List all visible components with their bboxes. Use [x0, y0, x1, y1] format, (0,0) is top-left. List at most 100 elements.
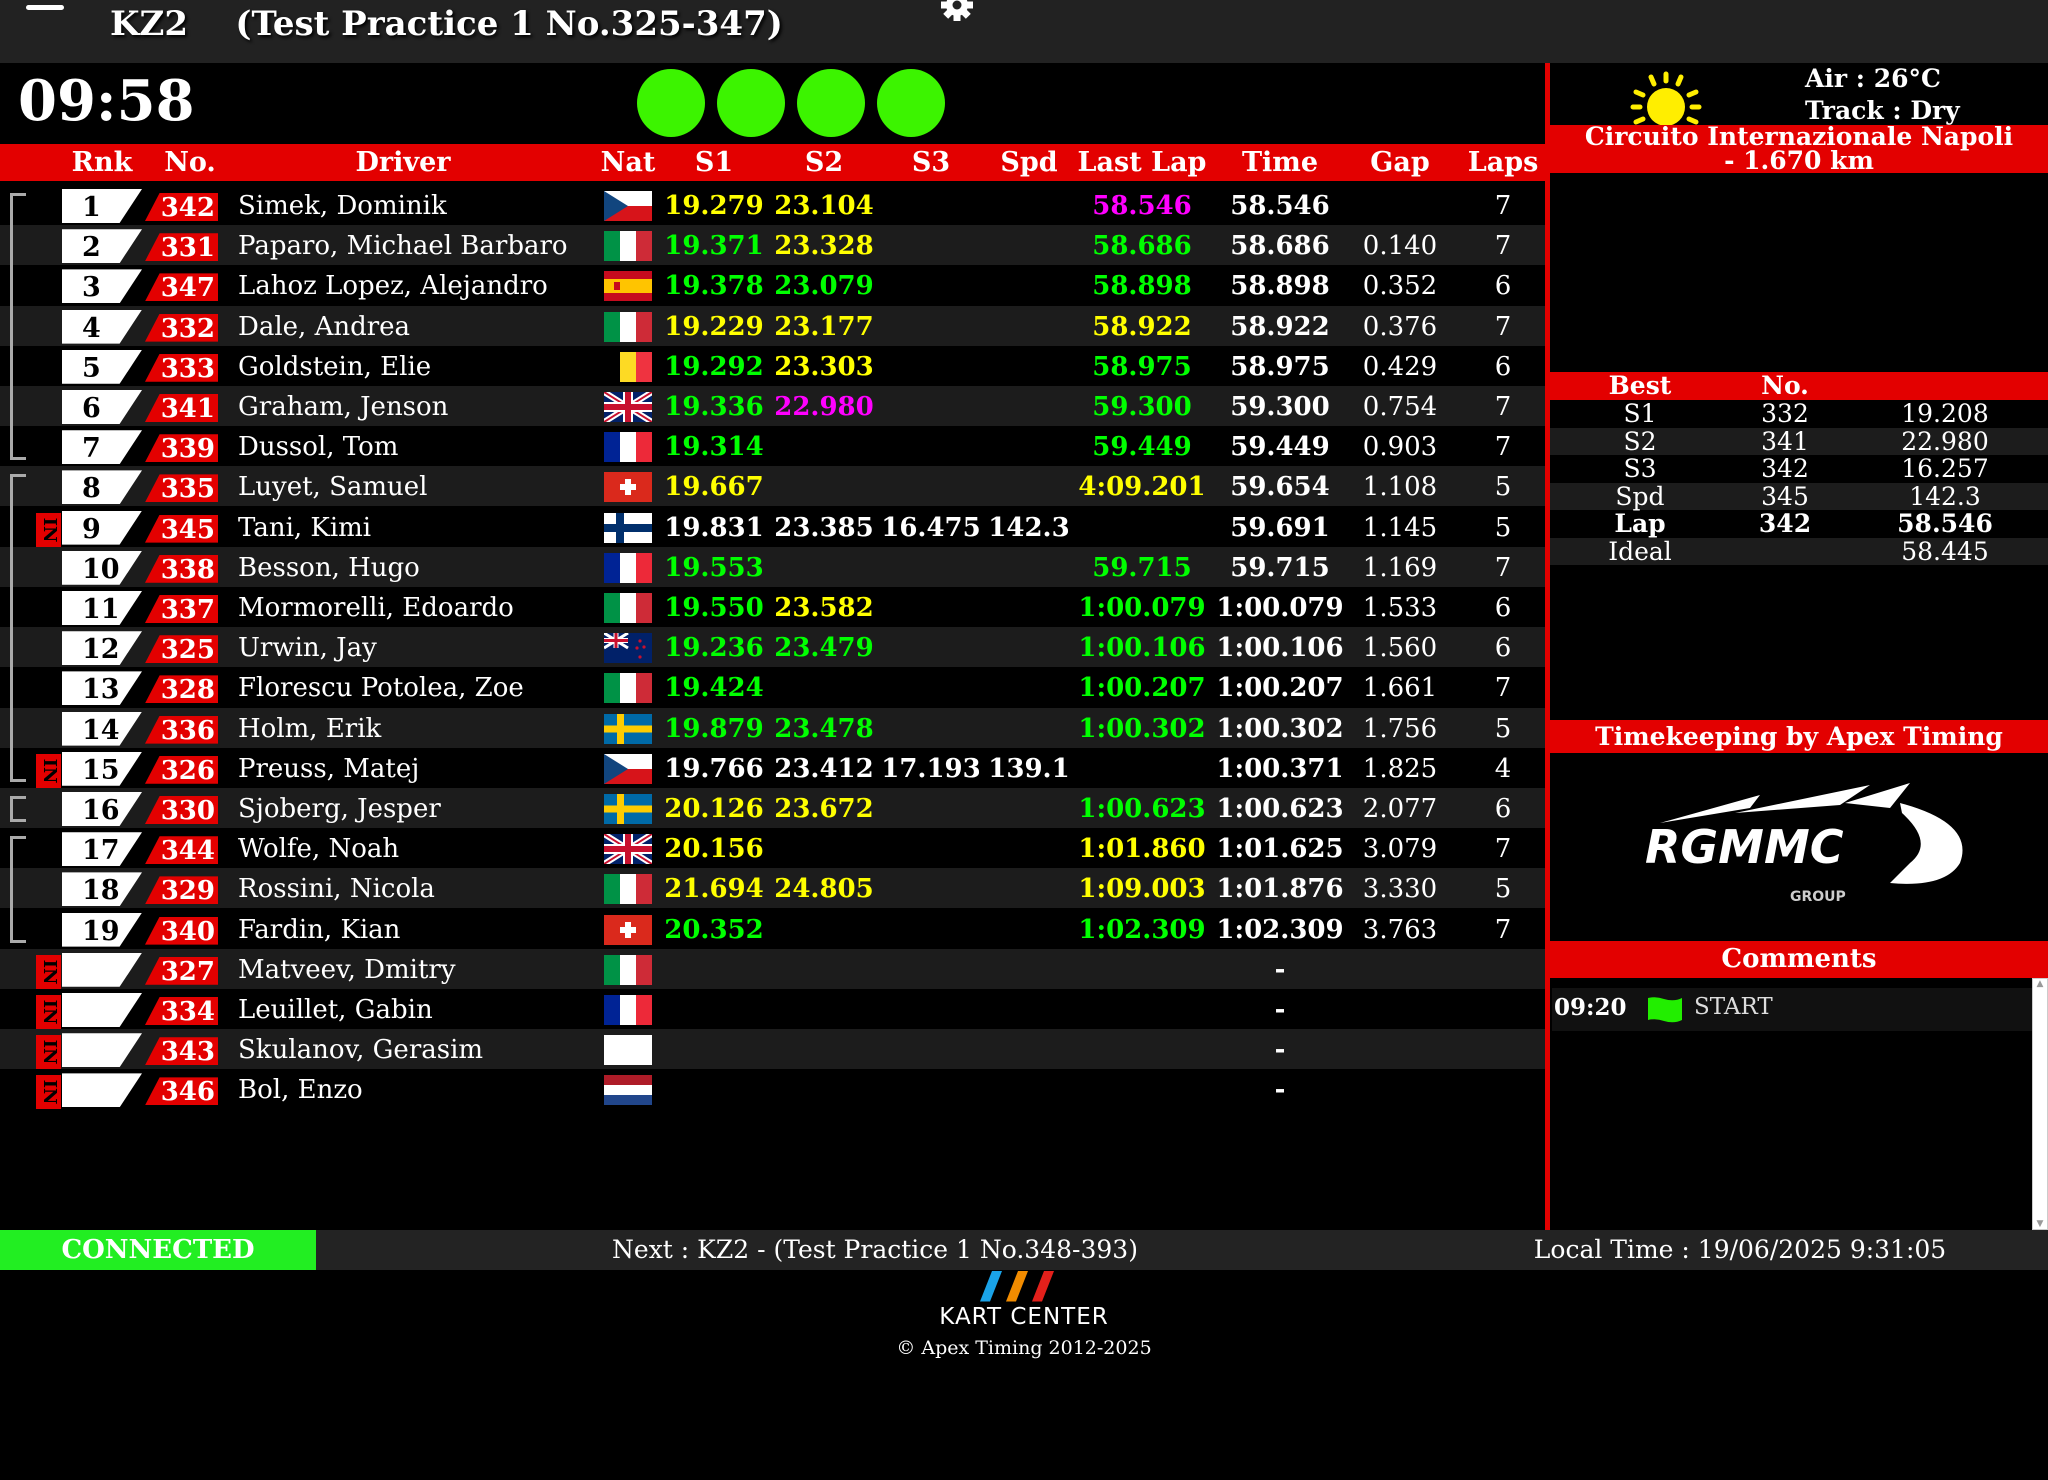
spd-cell	[984, 868, 1074, 908]
col-laps[interactable]: Laps	[1467, 147, 1539, 178]
kart-number: 332	[145, 313, 218, 342]
driver-name[interactable]: Rossini, Nicola	[238, 874, 435, 905]
table-row[interactable]: 12 325 Urwin, Jay 19.236 23.479 1:00.106 1:00.…	[0, 627, 1545, 668]
driver-name[interactable]: Leuillet, Gabin	[238, 995, 433, 1025]
best-value: 58.546	[1897, 509, 1993, 538]
rank-badge: 4	[62, 309, 142, 344]
table-row[interactable]: 18 329 Rossini, Nicola 21.694 24.805 1:09.003…	[0, 868, 1545, 909]
best-kart-no: 341	[1761, 426, 1809, 456]
driver-name[interactable]: Luyet, Samuel	[238, 472, 428, 503]
laps-cell: 7	[1494, 191, 1512, 221]
driver-name[interactable]: Bol, Enzo	[238, 1075, 363, 1106]
driver-name[interactable]: Preuss, Matej	[238, 753, 420, 784]
col-time[interactable]: Time	[1241, 147, 1319, 178]
time-cell: 1:00.207	[1216, 673, 1344, 704]
table-row[interactable]: 16 330 Sjoberg, Jesper 20.126 23.672 1:00.623…	[0, 788, 1545, 828]
table-row[interactable]: 1 342 Simek, Dominik 19.279 23.104 58.546 58.5…	[0, 185, 1545, 225]
driver-name[interactable]: Dale, Andrea	[238, 311, 411, 342]
table-row[interactable]: 4 332 Dale, Andrea 19.229 23.177 58.922 58.922…	[0, 305, 1545, 346]
group-bracket	[10, 796, 26, 823]
col-spd[interactable]: Spd	[1000, 147, 1058, 178]
table-row[interactable]: 10 338 Besson, Hugo 19.553 59.715 59.715 1.169…	[0, 546, 1545, 587]
col-nat[interactable]: Nat	[600, 147, 656, 178]
hamburger-icon[interactable]	[26, 0, 64, 14]
driver-name[interactable]: Urwin, Jay	[238, 633, 377, 664]
kart-number: 331	[145, 233, 218, 262]
kart-number: 338	[145, 554, 218, 583]
best-kart-no: 332	[1761, 399, 1809, 428]
table-row[interactable]: IN 15 326 Preuss, Matej 19.766 23.412 17.193 13…	[0, 748, 1545, 788]
driver-name[interactable]: Skulanov, Gerasim	[238, 1035, 484, 1066]
driver-name[interactable]: Mormorelli, Edoardo	[238, 593, 514, 623]
in-pit-badge: IN	[36, 995, 61, 1029]
table-row[interactable]: 6 341 Graham, Jenson 19.336 22.980 59.300 59.3…	[0, 386, 1545, 426]
driver-name[interactable]: Matveev, Dmitry	[238, 954, 456, 985]
best-row: S1 332 19.208	[1550, 400, 2048, 428]
table-row[interactable]: 11 337 Mormorelli, Edoardo 19.550 23.582 1:00…	[0, 587, 1545, 627]
s2-cell: 23.582	[774, 593, 874, 623]
table-row[interactable]: IN 9 345 Tani, Kimi 19.831 23.385 16.475 142.3 5…	[0, 507, 1545, 547]
driver-name[interactable]: Wolfe, Noah	[238, 834, 400, 865]
col-gap[interactable]: Gap	[1370, 147, 1430, 178]
laps-cell: 5	[1494, 713, 1512, 744]
flag-icon-fi	[604, 512, 652, 543]
flag-icon-gb	[602, 389, 654, 425]
table-row[interactable]: 7 339 Dussol, Tom 19.314 59.449 59.449 0.903 7	[0, 426, 1545, 466]
kart-number: 329	[145, 876, 218, 905]
flag-icon-cz	[604, 191, 652, 221]
driver-name[interactable]: Florescu Potolea, Zoe	[238, 673, 524, 704]
last-lap-cell: 1:00.079	[1078, 593, 1206, 623]
table-row[interactable]: IN 343 Skulanov, Gerasim -	[0, 1029, 1545, 1070]
best-header: Best No.	[1550, 372, 2048, 400]
kart-number: 334	[145, 997, 218, 1025]
table-row[interactable]: IN 334 Leuillet, Gabin -	[0, 989, 1545, 1029]
driver-name[interactable]: Fardin, Kian	[238, 914, 401, 945]
col-s3[interactable]: S3	[911, 147, 951, 178]
scroll-up-icon[interactable]: ▲	[2036, 979, 2044, 989]
time-cell: 1:00.106	[1216, 633, 1344, 664]
table-row[interactable]: 13 328 Florescu Potolea, Zoe 19.424 1:00.207…	[0, 667, 1545, 707]
s1-cell: 19.371	[664, 231, 764, 262]
table-row[interactable]: 5 333 Goldstein, Elie 19.292 23.303 58.975 58.…	[0, 346, 1545, 386]
col-no[interactable]: No.	[164, 147, 216, 178]
comments-scrollbar[interactable]: ▲ ▼	[2032, 978, 2048, 1230]
flag-icon-se	[604, 713, 652, 744]
table-row[interactable]: 19 340 Fardin, Kian 20.352 1:02.309 1:02.309 3…	[0, 909, 1545, 949]
laps-cell: 6	[1494, 271, 1512, 302]
laps-cell: 7	[1494, 432, 1512, 463]
driver-name[interactable]: Tani, Kimi	[238, 512, 372, 543]
s1-cell: 19.279	[664, 191, 764, 221]
s2-cell	[770, 828, 878, 868]
driver-name[interactable]: Paparo, Michael Barbaro	[238, 231, 568, 262]
col-driver[interactable]: Driver	[355, 147, 451, 178]
driver-name[interactable]: Sjoberg, Jesper	[238, 794, 441, 824]
driver-name[interactable]: Besson, Hugo	[238, 552, 420, 583]
table-row[interactable]: IN 346 Bol, Enzo -	[0, 1069, 1545, 1110]
col-s2[interactable]: S2	[804, 147, 844, 178]
col-last-lap[interactable]: Last Lap	[1077, 147, 1207, 178]
table-row[interactable]: 14 336 Holm, Erik 19.879 23.478 1:00.302 1:00.…	[0, 707, 1545, 748]
col-rank[interactable]: Rnk	[71, 147, 133, 178]
driver-name[interactable]: Holm, Erik	[238, 713, 382, 744]
driver-name[interactable]: Graham, Jenson	[238, 392, 449, 422]
driver-name[interactable]: Dussol, Tom	[238, 432, 399, 463]
driver-name[interactable]: Simek, Dominik	[238, 191, 447, 221]
table-row[interactable]: IN 327 Matveev, Dmitry -	[0, 948, 1545, 989]
s1-cell: 19.424	[664, 673, 764, 704]
table-row[interactable]: 17 344 Wolfe, Noah 20.156 1:01.860 1:01.625 3.…	[0, 828, 1545, 868]
s2-cell	[770, 1069, 878, 1109]
time-cell: -	[1274, 954, 1286, 985]
best-label: S1	[1623, 399, 1657, 428]
driver-name[interactable]: Goldstein, Elie	[238, 351, 432, 382]
col-s1[interactable]: S1	[694, 147, 734, 178]
table-row[interactable]: 2 331 Paparo, Michael Barbaro 19.371 23.328 5…	[0, 225, 1545, 266]
sponsor-logo-text: RGMMC	[1645, 820, 1844, 874]
s2-cell: 22.980	[774, 392, 874, 422]
table-row[interactable]: 3 347 Lahoz Lopez, Alejandro 19.378 23.079 58…	[0, 265, 1545, 305]
driver-name[interactable]: Lahoz Lopez, Alejandro	[238, 271, 548, 302]
spd-cell	[984, 708, 1074, 748]
rank-badge: 2	[62, 229, 142, 264]
scroll-down-icon[interactable]: ▼	[2036, 1219, 2044, 1229]
table-row[interactable]: 8 335 Luyet, Samuel 19.667 4:09.201 59.654 1.1…	[0, 466, 1545, 507]
gear-icon[interactable]	[940, 0, 974, 22]
